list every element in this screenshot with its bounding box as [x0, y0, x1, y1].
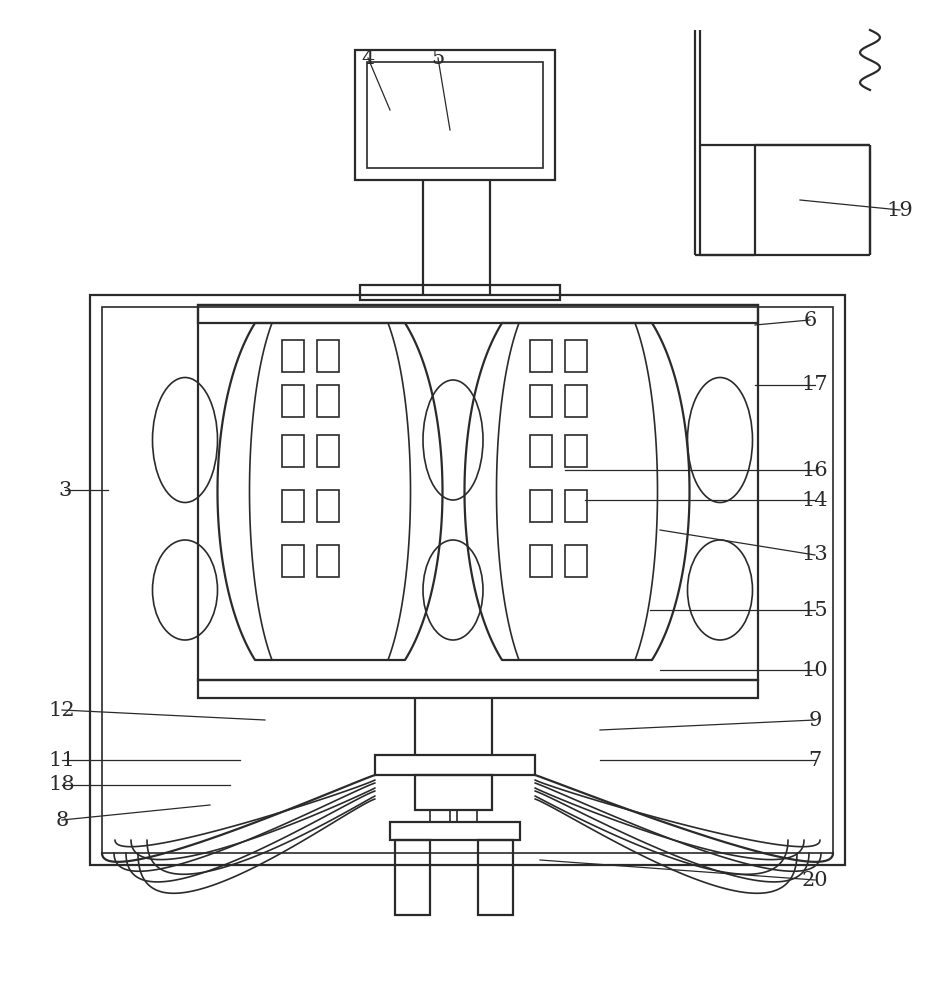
Bar — [317, 545, 339, 577]
Text: 20: 20 — [801, 870, 827, 890]
Text: 12: 12 — [49, 700, 75, 720]
Text: 5: 5 — [431, 48, 445, 68]
Text: 16: 16 — [801, 460, 827, 480]
Text: 4: 4 — [361, 48, 374, 68]
Text: 8: 8 — [55, 810, 69, 830]
Bar — [198, 680, 757, 698]
Bar — [282, 545, 304, 577]
Bar — [529, 490, 551, 522]
Bar — [355, 50, 554, 180]
Bar — [198, 305, 757, 323]
Text: 7: 7 — [807, 750, 821, 770]
Bar — [317, 385, 339, 417]
Bar — [102, 307, 832, 853]
Text: 15: 15 — [801, 600, 827, 619]
Bar — [565, 340, 586, 372]
Bar — [367, 62, 543, 168]
Bar — [198, 305, 757, 680]
Bar — [529, 340, 551, 372]
Bar — [389, 822, 520, 840]
Bar — [529, 545, 551, 577]
Bar — [529, 385, 551, 417]
Bar — [374, 755, 534, 775]
Text: 18: 18 — [49, 776, 75, 794]
Bar — [529, 435, 551, 467]
Bar — [360, 285, 560, 300]
Bar — [317, 435, 339, 467]
Bar — [282, 490, 304, 522]
Bar — [457, 810, 477, 822]
Bar — [565, 490, 586, 522]
Text: 19: 19 — [885, 200, 912, 220]
Text: 13: 13 — [801, 546, 827, 564]
Bar — [565, 435, 586, 467]
Text: 3: 3 — [58, 481, 71, 499]
Bar — [89, 295, 844, 865]
Bar — [282, 340, 304, 372]
Bar — [317, 490, 339, 522]
Bar — [282, 385, 304, 417]
Bar — [394, 840, 429, 915]
Text: 10: 10 — [801, 660, 827, 680]
Bar — [478, 840, 512, 915]
Bar — [317, 340, 339, 372]
Bar — [565, 545, 586, 577]
Text: 14: 14 — [801, 490, 827, 510]
Bar — [565, 385, 586, 417]
Bar — [429, 810, 449, 822]
Text: 6: 6 — [803, 310, 816, 330]
Text: 9: 9 — [807, 710, 821, 730]
Text: 17: 17 — [801, 375, 827, 394]
Bar — [414, 775, 491, 810]
Text: 11: 11 — [49, 750, 75, 770]
Bar — [282, 435, 304, 467]
